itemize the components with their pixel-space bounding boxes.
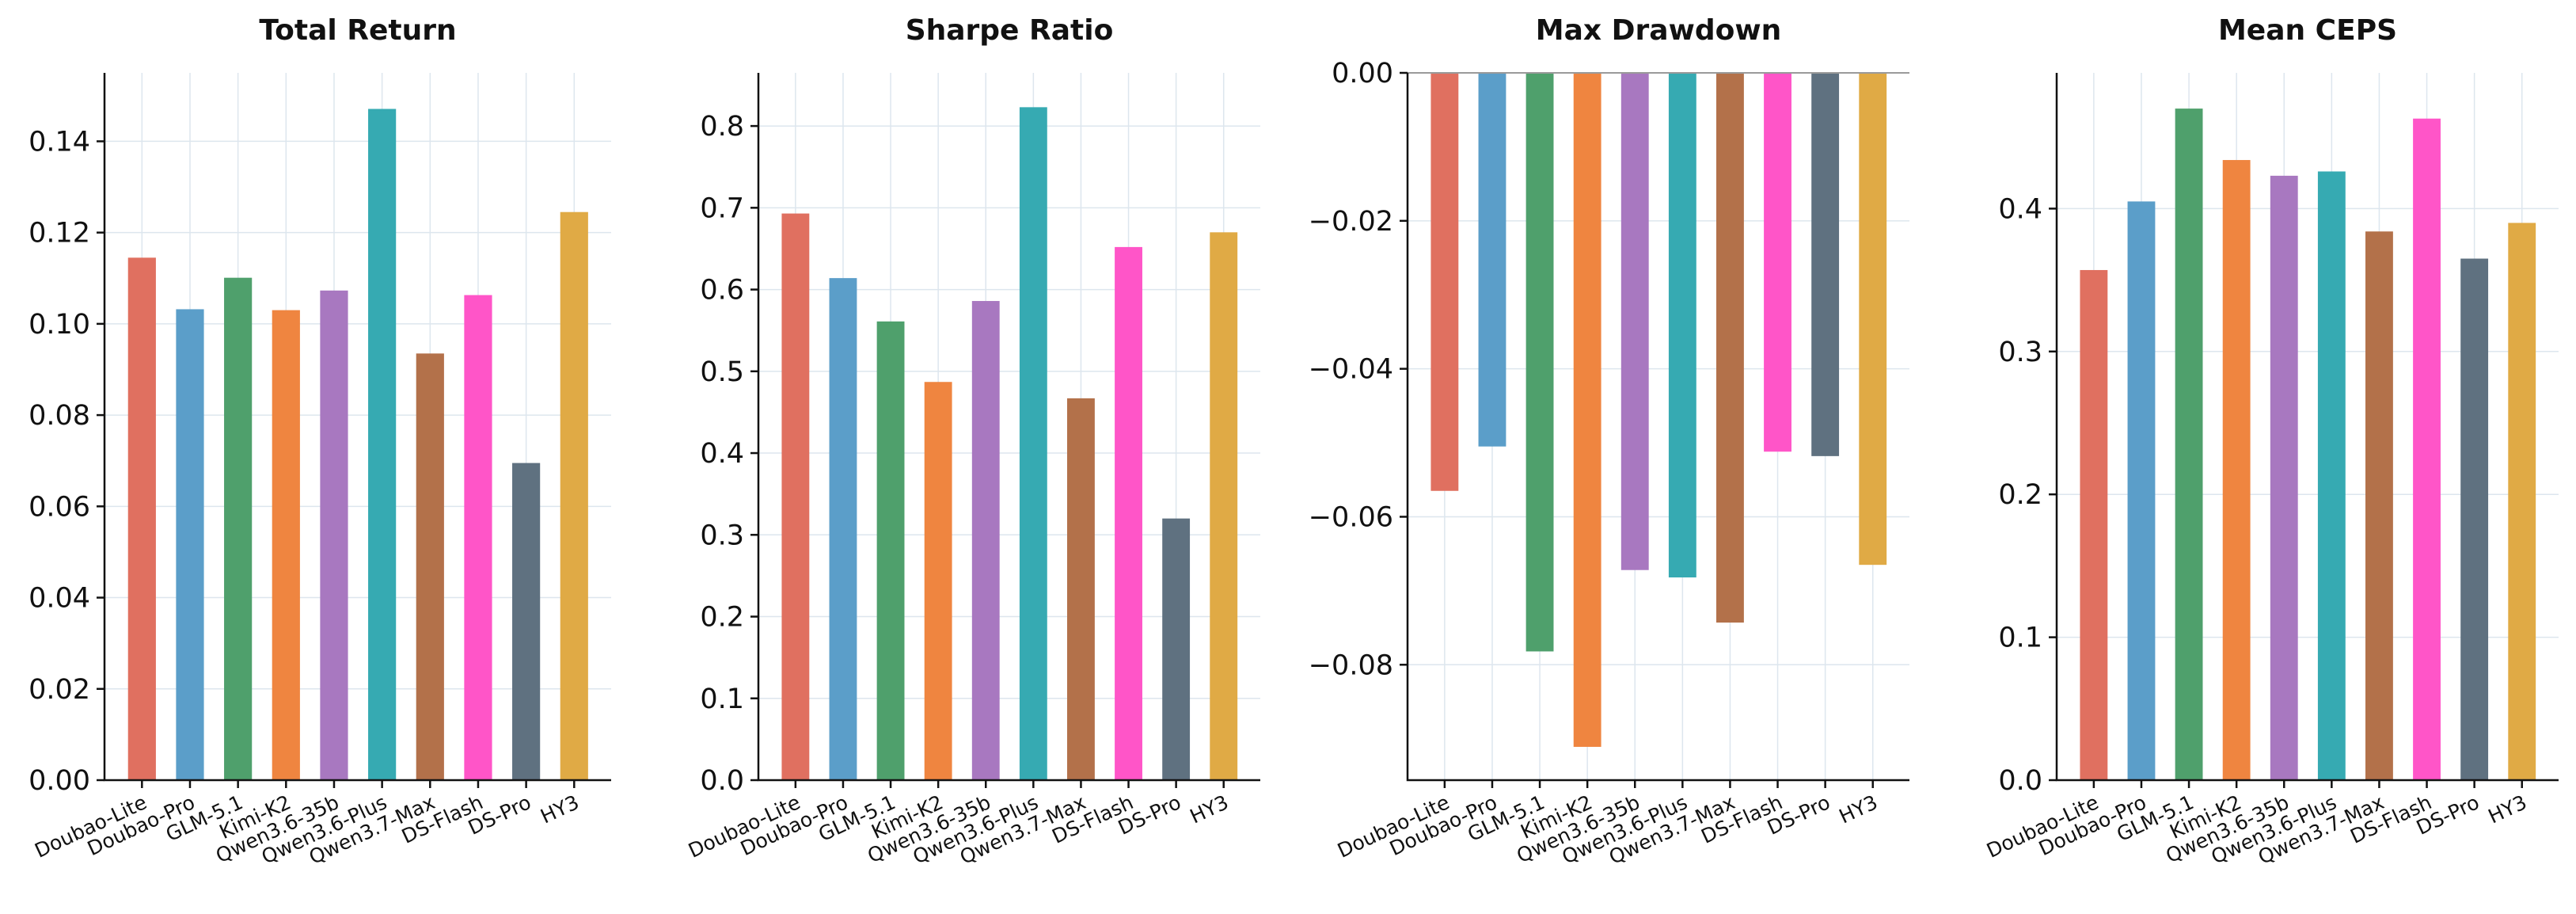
y-tick-label: 0.14 [28,126,90,158]
bar-qwen3-6-plus [2317,171,2346,781]
y-tick-label: 0.3 [700,520,744,551]
bar-qwen3-7-max [416,353,444,781]
axes-spines [103,73,611,782]
y-tick-label: 0.3 [1998,337,2042,368]
chart-panel-2: 0.00.10.20.30.40.50.60.70.8Doubao-LiteDo… [685,14,1260,869]
bar-qwen3-6-35b [320,290,348,780]
x-tick-label: HY3 [1187,790,1233,828]
bar-kimi-k2 [2222,160,2251,781]
chart-panel-1: 0.000.020.040.060.080.100.120.14Doubao-L… [28,14,611,869]
bar-kimi-k2 [1573,73,1601,747]
bar-doubao-lite [2080,269,2108,780]
y-tick-label: −0.04 [1309,354,1393,386]
y-tick-label: 0.02 [28,674,90,706]
y-tick-label: 0.06 [28,491,90,523]
y-tick-label: 0.10 [28,309,90,341]
bar-qwen3-6-35b [971,301,1000,780]
bar-glm-5-1 [224,277,253,780]
bar-glm-5-1 [1525,73,1554,652]
bar-kimi-k2 [924,382,952,780]
bar-qwen3-7-max [1067,398,1095,780]
bar-ds-flash [2413,118,2441,780]
bar-hy3 [2508,223,2536,780]
bar-qwen3-7-max [1716,73,1744,623]
bar-doubao-lite [781,213,810,780]
y-tick-label: 0.1 [700,684,744,715]
bar-qwen3-6-35b [1620,73,1649,570]
y-tick-label: 0.08 [28,400,90,432]
bar-hy3 [560,211,588,780]
x-tick-label: HY3 [1836,790,1882,828]
bar-glm-5-1 [2175,109,2203,780]
y-tick-label: 0.2 [700,602,744,634]
bar-qwen3-7-max [2365,231,2393,780]
chart-title: Mean CEPS [2218,14,2397,47]
bar-ds-pro [1162,518,1191,780]
bar-doubao-pro [829,278,857,780]
y-tick-label: −0.06 [1309,501,1393,533]
axes-spines [757,73,1260,782]
y-tick-label: 0.00 [28,765,90,797]
bar-doubao-lite [127,257,156,780]
bar-doubao-lite [1430,73,1459,491]
bar-hy3 [1859,73,1887,566]
bar-ds-flash [464,295,492,780]
bar-qwen3-6-plus [1668,73,1696,578]
y-tick-label: 0.0 [700,765,744,797]
x-tick-label: HY3 [537,790,583,828]
y-tick-label: −0.02 [1309,206,1393,238]
y-tick-label: 0.04 [28,583,90,615]
bar-ds-flash [1115,246,1142,781]
y-tick-label: 0.8 [700,111,744,143]
y-tick-label: 0.4 [1998,193,2042,225]
chart-title: Total Return [259,14,456,47]
y-tick-label: 0.0 [1998,765,2042,797]
y-tick-label: 0.5 [700,356,744,388]
chart-panel-3: 0.00−0.02−0.04−0.06−0.08Doubao-LiteDouba… [1309,14,1909,869]
bar-qwen3-6-plus [368,109,397,781]
bar-doubao-pro [1478,73,1506,447]
bar-ds-pro [1811,73,1840,456]
bar-ds-flash [1764,73,1791,452]
x-tick-label: HY3 [2485,790,2531,828]
y-tick-label: 0.00 [1332,58,1393,89]
bar-qwen3-6-plus [1019,107,1047,780]
y-tick-label: 0.1 [1998,623,2042,654]
y-tick-label: 0.6 [700,275,744,307]
y-tick-label: 0.12 [28,218,90,249]
chart-panel-4: 0.00.10.20.30.4Doubao-LiteDoubao-ProGLM-… [1983,14,2559,869]
bar-glm-5-1 [876,321,905,780]
bar-doubao-pro [2127,201,2156,780]
y-tick-label: 0.2 [1998,479,2042,511]
y-tick-label: 0.7 [700,192,744,224]
chart-title: Sharpe Ratio [906,14,1114,47]
bar-doubao-pro [176,309,204,781]
bar-ds-pro [512,463,541,780]
chart-title: Max Drawdown [1536,14,1781,47]
bar-ds-pro [2460,258,2489,780]
bar-qwen3-6-35b [2270,175,2298,780]
axes-spines [2055,73,2559,782]
y-tick-label: 0.4 [700,438,744,470]
y-tick-label: −0.08 [1309,649,1393,681]
bar-kimi-k2 [272,310,300,780]
axes-spines [1406,73,1909,782]
bar-hy3 [1210,232,1238,780]
